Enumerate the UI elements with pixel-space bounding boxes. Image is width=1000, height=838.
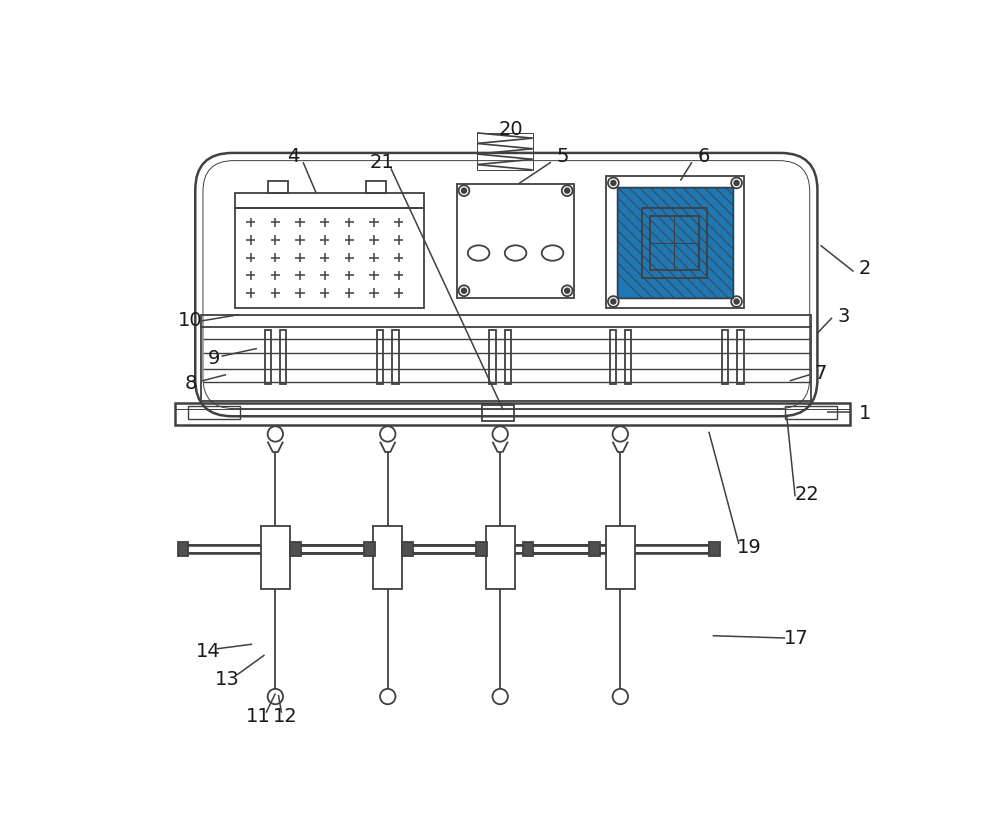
Bar xyxy=(366,181,386,193)
Bar xyxy=(188,406,240,419)
Bar xyxy=(625,330,631,384)
Bar xyxy=(709,542,720,556)
Bar xyxy=(265,330,271,384)
Text: 5: 5 xyxy=(556,147,569,165)
Bar xyxy=(261,525,290,589)
Text: 21: 21 xyxy=(369,153,394,172)
Bar xyxy=(476,542,487,556)
Bar xyxy=(482,406,514,421)
Text: 6: 6 xyxy=(697,147,710,165)
Bar xyxy=(523,542,533,556)
Bar xyxy=(505,330,511,384)
Bar xyxy=(532,545,709,553)
Bar xyxy=(412,545,589,553)
Bar xyxy=(299,545,476,553)
Bar xyxy=(606,525,635,589)
Circle shape xyxy=(734,181,739,185)
PathPatch shape xyxy=(617,187,733,297)
Circle shape xyxy=(565,189,569,193)
Bar xyxy=(175,403,850,425)
Bar xyxy=(201,314,811,327)
Text: 7: 7 xyxy=(814,365,827,384)
Text: 3: 3 xyxy=(837,307,850,326)
Circle shape xyxy=(611,299,616,304)
Bar xyxy=(280,330,286,384)
Bar xyxy=(642,209,707,277)
Text: 1: 1 xyxy=(859,405,871,423)
Text: 11: 11 xyxy=(246,707,271,726)
Bar xyxy=(650,216,699,270)
Bar xyxy=(610,330,616,384)
Text: 22: 22 xyxy=(794,485,819,504)
Circle shape xyxy=(734,299,739,304)
Bar xyxy=(364,542,375,556)
Bar xyxy=(290,542,301,556)
Text: 10: 10 xyxy=(178,311,203,329)
Text: 14: 14 xyxy=(196,643,221,661)
Bar xyxy=(737,330,744,384)
Text: 17: 17 xyxy=(783,628,808,648)
Bar xyxy=(235,193,424,209)
Bar xyxy=(617,187,733,297)
Bar xyxy=(268,181,288,193)
Text: 19: 19 xyxy=(737,538,762,556)
Bar xyxy=(477,133,533,170)
Bar xyxy=(373,525,402,589)
Text: 20: 20 xyxy=(499,121,523,139)
Bar xyxy=(377,330,383,384)
Text: 9: 9 xyxy=(208,349,220,368)
Bar xyxy=(486,525,515,589)
Bar xyxy=(235,209,424,308)
Bar xyxy=(392,330,399,384)
Bar xyxy=(402,542,413,556)
Text: 4: 4 xyxy=(287,147,299,165)
Bar xyxy=(489,330,496,384)
Bar xyxy=(606,176,744,308)
Circle shape xyxy=(462,189,466,193)
Text: 8: 8 xyxy=(184,375,197,393)
Bar xyxy=(178,542,188,556)
Bar xyxy=(722,330,728,384)
Text: 13: 13 xyxy=(215,670,240,689)
Bar xyxy=(785,406,837,419)
Text: 12: 12 xyxy=(273,707,298,726)
Circle shape xyxy=(565,288,569,293)
Bar xyxy=(187,545,364,553)
Bar xyxy=(457,184,574,297)
Bar xyxy=(589,542,600,556)
Circle shape xyxy=(611,181,616,185)
Circle shape xyxy=(462,288,466,293)
Text: 2: 2 xyxy=(859,259,871,278)
